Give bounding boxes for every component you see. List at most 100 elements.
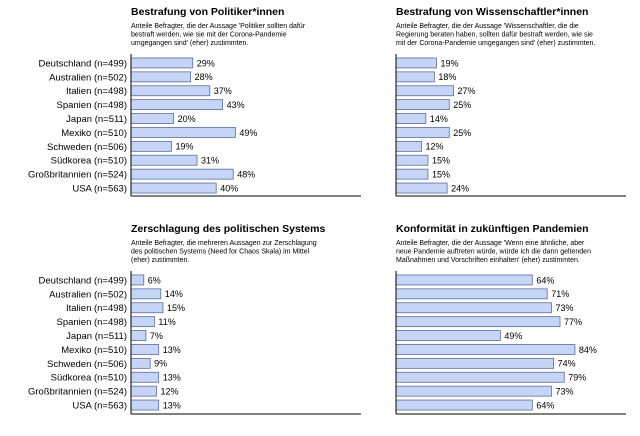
category-label: Schweden (n=506): [47, 142, 127, 153]
bar-3: [395, 85, 454, 97]
bar-4: [130, 99, 223, 111]
panel-subtitle-line: Anteile Befragter, die mehreren Aussagen…: [131, 240, 317, 247]
bar-6: [395, 127, 450, 138]
category-label: Japan (n=511): [66, 331, 127, 342]
bar-9: [130, 168, 234, 180]
category-label: Großbritannien (n=524): [28, 170, 127, 181]
value-label: 13%: [163, 373, 181, 383]
bar-4: [130, 316, 155, 328]
panel-subtitle-line: (eher) zustimmten.: [131, 257, 189, 264]
bar-10: [130, 399, 160, 411]
category-label: Japan (n=511): [66, 114, 127, 125]
value-label: 71%: [551, 289, 569, 299]
bar-3: [130, 85, 211, 97]
panel-subtitle-line: neue Pandemie auftreten würde, würde ich…: [396, 248, 591, 255]
value-label: 31%: [201, 156, 219, 166]
value-label: 19%: [175, 142, 193, 152]
panel-subtitle-line: Anteile Befragter, die der Aussage 'Wenn…: [396, 240, 585, 247]
bar-9: [395, 168, 429, 180]
bar-8: [395, 371, 565, 383]
panel-title: Konformität in zukünftigen Pandemien: [396, 223, 589, 235]
category-label: Deutschland (n=499): [39, 275, 127, 286]
category-label: USA (n=563): [72, 183, 127, 194]
bar-1: [395, 57, 437, 69]
value-label: 43%: [227, 100, 245, 110]
bar-7: [130, 140, 172, 152]
value-label: 64%: [536, 400, 554, 410]
value-label: 6%: [148, 275, 161, 285]
panel-subtitle-line: des politischen Systems (Need for Chaos …: [131, 248, 310, 255]
panel-2: Bestrafung von Wissenschaftler*innen Ante…: [395, 6, 626, 197]
category-label: Australien (n=502): [49, 72, 127, 83]
value-label: 14%: [165, 289, 183, 299]
bar-8: [130, 371, 160, 383]
category-label: Großbritannien (n=524): [28, 387, 127, 398]
value-label: 9%: [154, 359, 167, 369]
bar-7: [395, 357, 555, 369]
category-label: Italien (n=498): [66, 86, 127, 97]
panel-4: Konformität in zukünftigen Pandemien Ante…: [395, 223, 626, 415]
bar-1: [130, 274, 145, 286]
bar-8: [395, 154, 429, 166]
bar-3: [130, 302, 164, 314]
category-label: Mexiko (n=510): [61, 128, 127, 139]
panel-title: Bestrafung von Wissenschaftler*innen: [396, 6, 588, 18]
value-label: 29%: [197, 58, 215, 68]
bar-9: [130, 385, 157, 397]
value-label: 7%: [150, 331, 163, 341]
value-label: 48%: [237, 169, 255, 179]
value-label: 18%: [438, 72, 456, 82]
value-label: 11%: [158, 317, 175, 327]
category-label: USA (n=563): [72, 400, 127, 411]
panel-3: Zerschlagung des politischen Systems Ante…: [28, 223, 361, 415]
bar-2: [130, 71, 192, 83]
bar-1: [395, 274, 533, 286]
panel-subtitle-line: umgegangen sind' (eher) zustimmten.: [131, 40, 248, 47]
panel-subtitle-line: Anteile Befragter, die der Aussage 'Wiss…: [396, 23, 579, 30]
panel-subtitle-line: Maßnahmen und Vorschriften einhalten' (e…: [396, 257, 580, 264]
value-label: 64%: [536, 275, 554, 285]
value-label: 12%: [426, 142, 444, 152]
bar-2: [395, 288, 548, 300]
bar-6: [395, 344, 576, 355]
bar-10: [130, 182, 217, 194]
value-label: 84%: [579, 345, 597, 355]
bar-4: [395, 316, 561, 328]
panel-subtitle-line: Regierung beraten haben, sollten dafür b…: [396, 31, 593, 38]
bar-6: [130, 344, 160, 355]
category-label: Mexiko (n=510): [61, 345, 127, 356]
panel-title: Zerschlagung des politischen Systems: [131, 223, 325, 235]
panel-1: Bestrafung von Politiker*innen Anteile Be…: [28, 6, 361, 197]
value-label: 74%: [558, 359, 576, 369]
category-label: Deutschland (n=499): [39, 58, 127, 69]
bar-10: [395, 399, 533, 411]
value-label: 20%: [178, 114, 196, 124]
value-label: 25%: [453, 128, 471, 138]
panel-subtitle-line: bestraft werden, wie sie mit der Corona-…: [131, 31, 287, 38]
bar-2: [395, 71, 435, 83]
bar-5: [395, 330, 501, 341]
category-label: Südkorea (n=510): [51, 373, 127, 384]
category-label: Italien (n=498): [66, 303, 127, 314]
value-label: 15%: [167, 303, 185, 313]
value-label: 73%: [555, 386, 573, 396]
value-label: 28%: [195, 72, 213, 82]
value-label: 19%: [440, 58, 458, 68]
value-label: 25%: [453, 100, 471, 110]
bar-5: [130, 113, 174, 124]
panel-subtitle-line: Anteile Befragter, die der Aussage 'Poli…: [131, 23, 306, 30]
category-label: Spanien (n=498): [56, 100, 127, 111]
category-label: Australien (n=502): [49, 289, 127, 300]
value-label: 13%: [163, 400, 181, 410]
bar-6: [130, 127, 236, 138]
bar-3: [395, 302, 552, 314]
value-label: 49%: [239, 128, 257, 138]
value-label: 40%: [220, 183, 238, 193]
category-label: Spanien (n=498): [56, 317, 127, 328]
bar-7: [130, 357, 151, 369]
bar-1: [130, 57, 194, 69]
value-label: 13%: [163, 345, 181, 355]
bar-5: [395, 113, 427, 124]
value-label: 37%: [214, 86, 232, 96]
